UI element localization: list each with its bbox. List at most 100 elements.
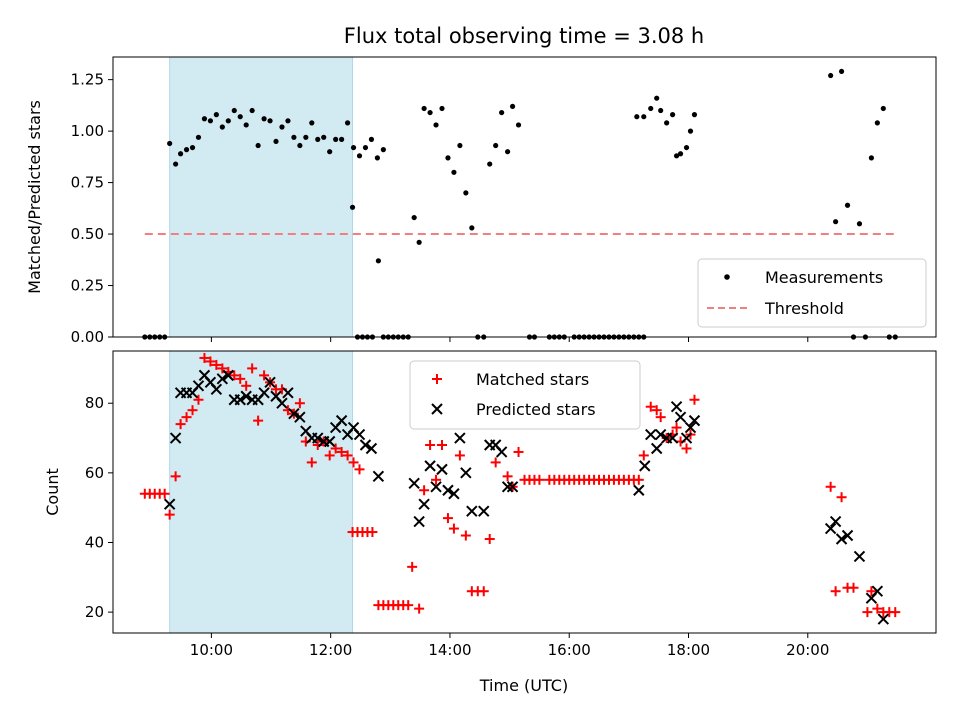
bottom-y-axis-label: Count	[43, 468, 62, 516]
measurement-point	[868, 155, 874, 161]
predicted-star-point	[829, 515, 842, 528]
matched-star-point	[848, 582, 859, 593]
measurement-point	[828, 72, 834, 79]
measurement-point	[368, 136, 375, 142]
matched-star-point	[431, 474, 442, 485]
predicted-star-point	[359, 439, 372, 451]
predicted-star-point	[871, 585, 884, 597]
predicted-star-point	[478, 505, 490, 517]
predicted-star-point	[169, 432, 182, 444]
measurement-point	[243, 122, 249, 128]
predicted-star-point	[654, 428, 667, 441]
matched-star-point	[651, 405, 662, 416]
top-plot-frame	[112, 56, 937, 338]
measurement-point	[273, 138, 279, 145]
x-tick-label: 16:00	[548, 641, 591, 659]
predicted-star-point	[210, 383, 223, 396]
matched-star-point	[164, 509, 175, 520]
measurement-point	[231, 107, 237, 114]
matched-star-point	[211, 359, 222, 370]
predicted-star-point	[466, 505, 478, 517]
predicted-star-point	[688, 414, 701, 427]
predicted-star-point	[454, 432, 466, 444]
measurement-point	[838, 68, 845, 75]
predicted-star-point	[413, 515, 425, 528]
measurement-point	[219, 124, 225, 130]
matched-star-point	[872, 603, 883, 614]
matched-star-point	[217, 363, 228, 374]
predicted-star-point	[424, 460, 436, 472]
y-tick-label: 0.75	[71, 174, 104, 192]
legend-marker-matched	[432, 374, 442, 384]
measurement-point	[677, 151, 684, 157]
measurement-point	[249, 107, 255, 114]
measurement-point	[856, 221, 863, 227]
x-tick-label: 18:00	[667, 641, 710, 659]
predicted-star-point	[372, 470, 385, 483]
legend-box	[409, 360, 641, 430]
measurement-point	[285, 118, 291, 124]
measurement-point	[207, 118, 214, 124]
predicted-star-point	[408, 477, 420, 490]
matched-star-point	[638, 450, 649, 461]
matched-star-point	[241, 380, 252, 391]
measurement-point	[195, 134, 202, 140]
chart-title: Flux total observing time = 3.08 h	[344, 24, 704, 48]
predicted-star-point	[684, 421, 697, 434]
predicted-star-point	[294, 411, 306, 423]
measurement-point	[213, 112, 219, 118]
bottom-plot-marks	[139, 352, 901, 625]
predicted-star-point	[240, 390, 252, 402]
matched-star-point	[862, 607, 873, 618]
x-tick-label: 10:00	[190, 641, 233, 659]
measurement-point	[411, 214, 417, 221]
measurement-point	[237, 114, 243, 120]
measurement-point	[648, 105, 654, 112]
legend-marker-measurements	[724, 274, 730, 280]
measurement-point	[375, 258, 381, 264]
legend-box	[697, 258, 927, 328]
measurement-point	[315, 136, 321, 142]
matched-star-point	[235, 373, 246, 384]
measurement-point	[201, 116, 208, 122]
measurement-point	[654, 95, 660, 101]
shaded-observing-window	[169, 350, 354, 634]
predicted-star-point	[216, 373, 229, 385]
top-x-ticks	[210, 337, 809, 342]
predicted-star-point	[877, 613, 890, 625]
matched-star-point	[407, 561, 418, 572]
predicted-star-point	[680, 432, 693, 444]
predicted-star-point	[288, 407, 300, 420]
y-tick-label: 0.00	[71, 328, 104, 346]
predicted-star-point	[418, 498, 430, 510]
y-tick-label: 1.25	[71, 71, 104, 89]
matched-star-point	[419, 485, 430, 496]
measurement-point	[641, 114, 647, 120]
measurement-point	[183, 147, 190, 153]
bottom-legend: Matched stars Predicted stars	[409, 360, 641, 430]
measurement-point	[291, 134, 297, 140]
shaded-region	[169, 350, 354, 634]
measurement-point	[487, 161, 493, 167]
measurement-point	[416, 239, 422, 245]
predicted-star-point	[335, 414, 348, 427]
measurement-point	[433, 122, 439, 128]
matched-star-point	[425, 440, 436, 450]
matched-star-point	[825, 481, 836, 492]
matched-star-point	[324, 450, 335, 461]
predicted-star-point	[234, 394, 246, 406]
measurement-point	[261, 116, 267, 122]
top-legend: Measurements Threshold	[697, 258, 927, 328]
bottom-x-ticks: 10:00 12:00 14:00 16:00 18:00 20:00	[190, 633, 829, 659]
top-panel: 0.00 0.25 0.50 0.75 1.00 1.25 Flux total obse…	[25, 24, 937, 346]
measurement-point	[344, 120, 351, 126]
measurement-point	[421, 105, 427, 112]
matched-star-point	[671, 422, 682, 433]
measurement-point	[515, 122, 522, 128]
y-tick-label: 1.00	[71, 122, 104, 140]
measurement-point	[505, 149, 511, 155]
predicted-star-point	[650, 442, 663, 455]
y-tick-label: 80	[85, 394, 104, 412]
measurement-point	[493, 142, 499, 149]
